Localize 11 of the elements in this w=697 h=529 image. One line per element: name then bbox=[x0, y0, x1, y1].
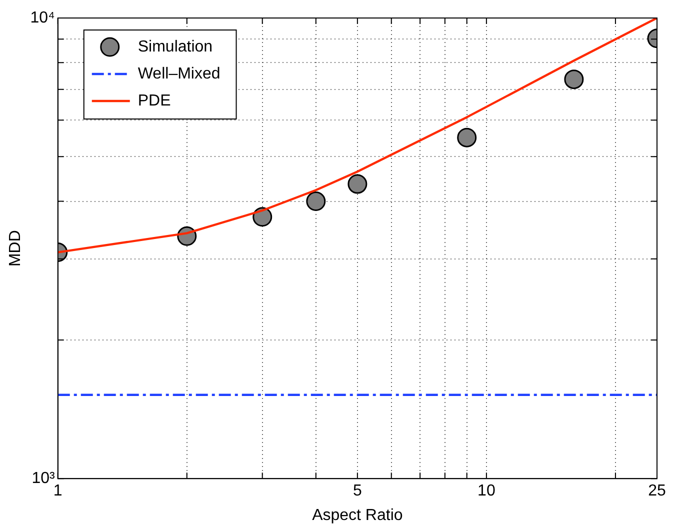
legend-label: Simulation bbox=[138, 38, 213, 56]
legend-label: PDE bbox=[138, 92, 171, 110]
x-tick-label: 10 bbox=[478, 482, 496, 500]
y-axis-title: MDD bbox=[7, 230, 24, 267]
legend-label: Well–Mixed bbox=[138, 65, 220, 82]
x-tick-label: 5 bbox=[352, 482, 362, 500]
x-tick-label: 25 bbox=[648, 482, 666, 500]
x-tick-label: 1 bbox=[53, 482, 62, 500]
x-axis-title: Aspect Ratio bbox=[312, 506, 403, 524]
y-tick-label: 10³ bbox=[32, 470, 56, 488]
y-tick-label: 10⁴ bbox=[30, 9, 55, 26]
